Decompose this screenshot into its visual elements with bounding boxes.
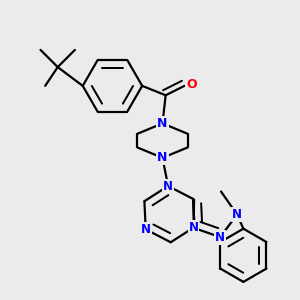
Text: N: N — [141, 223, 151, 236]
Text: N: N — [215, 231, 225, 244]
Text: N: N — [157, 151, 168, 164]
Text: N: N — [188, 221, 199, 234]
Text: N: N — [157, 117, 168, 130]
Text: N: N — [163, 179, 173, 193]
Text: O: O — [186, 78, 196, 91]
Text: N: N — [232, 208, 242, 221]
